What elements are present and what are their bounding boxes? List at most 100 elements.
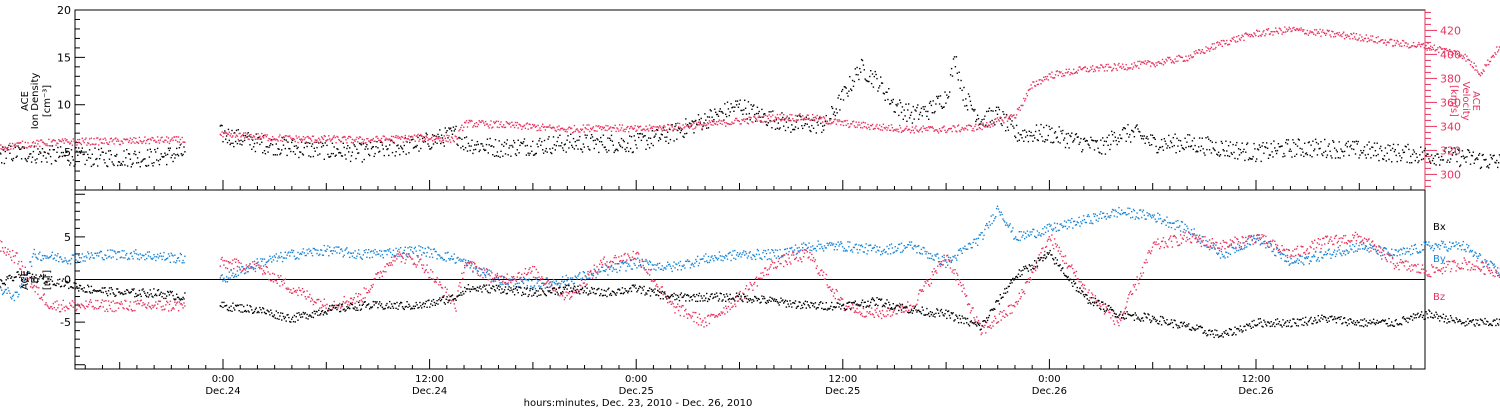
- velocity-point: [939, 128, 940, 129]
- by-point: [264, 259, 265, 260]
- by-point: [278, 256, 279, 257]
- density-point: [1065, 147, 1066, 148]
- density-point: [578, 140, 579, 141]
- by-point: [398, 249, 399, 250]
- velocity-point: [117, 139, 118, 140]
- density-point: [1420, 147, 1421, 148]
- density-point: [903, 119, 904, 120]
- density-point: [441, 135, 442, 136]
- by-point: [135, 249, 136, 250]
- velocity-point: [404, 138, 405, 139]
- velocity-point: [811, 119, 812, 120]
- velocity-point: [1425, 45, 1426, 46]
- velocity-point: [474, 123, 475, 124]
- density-point: [38, 154, 39, 155]
- by-point: [363, 254, 364, 255]
- density-point: [1027, 135, 1028, 136]
- density-point: [1106, 141, 1107, 142]
- density-point: [779, 127, 780, 128]
- density-point: [470, 150, 471, 151]
- density-point: [948, 96, 949, 97]
- density-point: [239, 140, 240, 141]
- velocity-point: [961, 129, 962, 130]
- velocity-point: [761, 116, 762, 117]
- velocity-point: [589, 131, 590, 132]
- velocity-point: [883, 124, 884, 125]
- by-point: [343, 256, 344, 257]
- density-point: [351, 155, 352, 156]
- velocity-point: [674, 129, 675, 130]
- velocity-point: [427, 140, 428, 141]
- density-point: [269, 145, 270, 146]
- by-point: [430, 249, 431, 250]
- by-point: [275, 257, 276, 258]
- velocity-point: [361, 142, 362, 143]
- velocity-point: [1189, 58, 1190, 59]
- density-point: [1139, 131, 1140, 132]
- density-point: [334, 146, 335, 147]
- density-point: [500, 151, 501, 152]
- velocity-point: [614, 127, 615, 128]
- density-point: [967, 109, 968, 110]
- velocity-point: [1285, 31, 1286, 32]
- density-point: [1256, 158, 1257, 159]
- by-point: [483, 268, 484, 269]
- velocity-point: [780, 120, 781, 121]
- velocity-point: [740, 123, 741, 124]
- density-point: [748, 101, 749, 102]
- density-point: [1470, 164, 1471, 165]
- velocity-point: [1322, 29, 1323, 30]
- velocity-point: [1205, 46, 1206, 47]
- by-point: [127, 259, 128, 260]
- density-point: [110, 150, 111, 151]
- density-point: [839, 109, 840, 110]
- density-point: [898, 115, 899, 116]
- density-point: [159, 164, 160, 165]
- velocity-point: [937, 131, 938, 132]
- velocity-point: [297, 142, 298, 143]
- by-point: [149, 251, 150, 252]
- density-point: [0, 153, 1, 154]
- velocity-point: [231, 137, 232, 138]
- density-point: [1232, 154, 1233, 155]
- density-point: [1468, 150, 1469, 151]
- velocity-point: [997, 117, 998, 118]
- by-point: [38, 253, 39, 254]
- density-point: [366, 144, 367, 145]
- velocity-point: [400, 138, 401, 139]
- velocity-point: [1215, 47, 1216, 48]
- density-point: [137, 157, 138, 158]
- density-point: [638, 137, 639, 138]
- velocity-point: [1125, 68, 1126, 69]
- velocity-point: [556, 131, 557, 132]
- velocity-point: [104, 138, 105, 139]
- density-point: [369, 155, 370, 156]
- density-point: [997, 114, 998, 115]
- density-point: [740, 100, 741, 101]
- by-point: [464, 267, 465, 268]
- velocity-point: [1163, 64, 1164, 65]
- velocity-point: [238, 139, 239, 140]
- density-point: [149, 156, 150, 157]
- density-point: [1263, 153, 1264, 154]
- density-point: [1473, 152, 1474, 153]
- density-point: [949, 91, 950, 92]
- density-point: [1045, 139, 1046, 140]
- by-point: [221, 274, 222, 275]
- density-point: [736, 104, 737, 105]
- density-point: [1176, 138, 1177, 139]
- density-point: [636, 147, 637, 148]
- density-point: [1184, 138, 1185, 139]
- density-point: [12, 160, 13, 161]
- density-point: [85, 151, 86, 152]
- density-point: [161, 153, 162, 154]
- density-point: [1148, 142, 1149, 143]
- density-point: [1115, 137, 1116, 138]
- velocity-point: [82, 138, 83, 139]
- density-point: [986, 111, 987, 112]
- density-point: [79, 151, 80, 152]
- by-point: [75, 259, 76, 260]
- density-point: [74, 165, 75, 166]
- density-point: [880, 76, 881, 77]
- density-point: [783, 126, 784, 127]
